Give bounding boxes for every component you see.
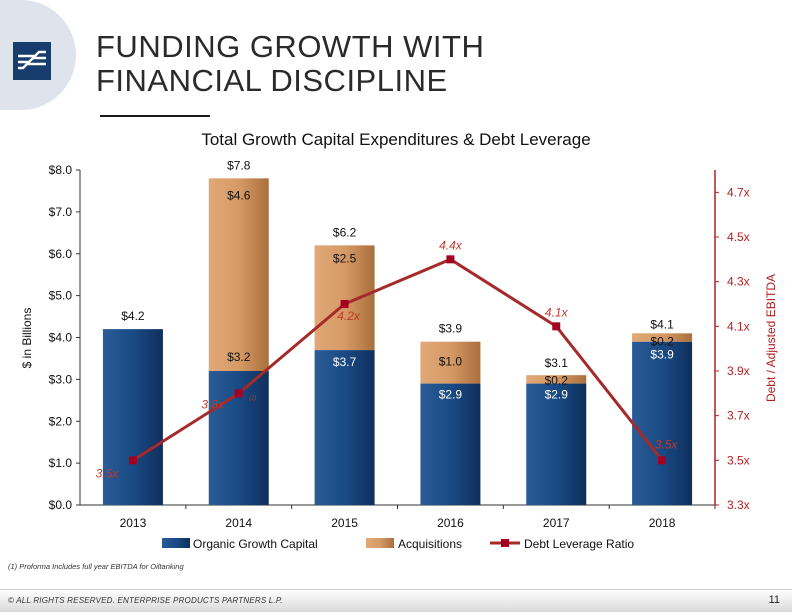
chart-title: Total Growth Capital Expenditures & Debt… [201,130,591,149]
bar-total-label: $4.1 [650,317,674,331]
y2-axis-title: Debt / Adjusted EBITDA [764,274,778,402]
copyright-text: © ALL RIGHTS RESERVED. ENTERPRISE PRODUC… [8,596,283,605]
legend-swatch-leverage-point [501,539,509,547]
bar-total-label: $6.2 [333,225,357,239]
title-line-1: FUNDING GROWTH WITH [96,29,485,64]
leverage-point [128,456,137,465]
bar-total-label: $3.1 [545,356,569,370]
y-axis-title: $ in Billions [20,308,34,369]
y2-tick-label: 4.3x [727,275,750,289]
page-number: 11 [768,594,780,606]
page-title: FUNDING GROWTH WITH FINANCIAL DISCIPLINE [96,30,484,98]
y-tick-label: $2.0 [49,414,73,428]
x-tick-label: 2017 [543,516,570,530]
leverage-point [658,456,667,465]
y2-tick-label: 3.7x [727,409,750,423]
enterprise-logo-icon [13,42,51,80]
y2-tick-label: 4.5x [727,230,750,244]
bar-organic [632,341,693,505]
bar-acquisitions [632,333,693,342]
bar-organic [102,329,163,505]
bar-value-label: $3.7 [333,355,357,369]
leverage-value-label: 4.4x [439,238,463,252]
y-tick-label: $5.0 [49,289,73,303]
bar-acquisitions [420,341,481,384]
x-tick-label: 2016 [437,516,464,530]
legend-label-leverage: Debt Leverage Ratio [524,537,634,551]
y-tick-label: $7.0 [49,205,73,219]
acq-value-label: $0.2 [650,335,674,349]
leverage-point [552,322,561,331]
bar-value-label: $3.2 [227,350,251,364]
x-tick-label: 2013 [120,516,147,530]
acq-value-label: $1.0 [439,355,463,369]
footer-bar: © ALL RIGHTS RESERVED. ENTERPRISE PRODUC… [0,589,792,612]
x-tick-label: 2015 [331,516,358,530]
leverage-point [340,300,349,308]
y2-tick-label: 3.5x [727,453,750,467]
title-line-2: FINANCIAL DISCIPLINE [96,63,448,98]
bar-organic [420,383,481,505]
leverage-footnote-marker: (1) [249,395,256,401]
y-tick-label: $8.0 [49,163,73,177]
bar-value-label: $2.9 [439,388,463,402]
leverage-value-label: 3.8x [201,397,225,411]
acq-value-label: $2.5 [333,251,357,265]
title-underline [100,115,210,117]
legend-label-acquisitions: Acquisitions [398,537,462,551]
bar-acquisitions [526,375,587,384]
acq-value-label: $0.2 [545,374,569,388]
bar-value-label: $2.9 [545,388,569,402]
y-tick-label: $3.0 [49,372,73,386]
y2-tick-label: 4.7x [727,185,750,199]
y-tick-label: $4.0 [49,331,73,345]
x-tick-label: 2018 [649,516,676,530]
bar-value-label: $3.9 [650,348,674,362]
legend-swatch-organic [162,538,190,548]
leverage-value-label: 3.5x [96,466,120,480]
bar-organic [526,383,587,505]
leverage-point [234,389,243,398]
y-tick-label: $6.0 [49,247,73,261]
x-tick-label: 2014 [225,516,252,530]
y2-tick-label: 4.1x [727,319,750,333]
bar-value-label: $4.2 [121,309,145,323]
bar-acquisitions [208,178,269,371]
bar-total-label: $3.9 [439,322,463,336]
legend-swatch-acquisitions [366,538,394,548]
y2-tick-label: 3.3x [727,498,750,512]
bar-total-label: $7.8 [227,158,251,172]
bar-organic [314,350,375,505]
leverage-point [446,255,455,264]
y-tick-label: $1.0 [49,456,73,470]
acq-value-label: $4.6 [227,188,251,202]
leverage-value-label: 4.1x [545,305,569,319]
bar-acquisitions [314,245,375,351]
footnote: (1) Proforma Includes full year EBITDA f… [8,562,184,571]
leverage-line [132,257,664,462]
leverage-value-label: 3.5x [655,437,679,451]
legend-label-organic: Organic Growth Capital [193,537,318,551]
leverage-value-label: 4.2x [337,309,361,323]
y-tick-label: $0.0 [49,498,73,512]
y2-tick-label: 3.9x [727,364,750,378]
